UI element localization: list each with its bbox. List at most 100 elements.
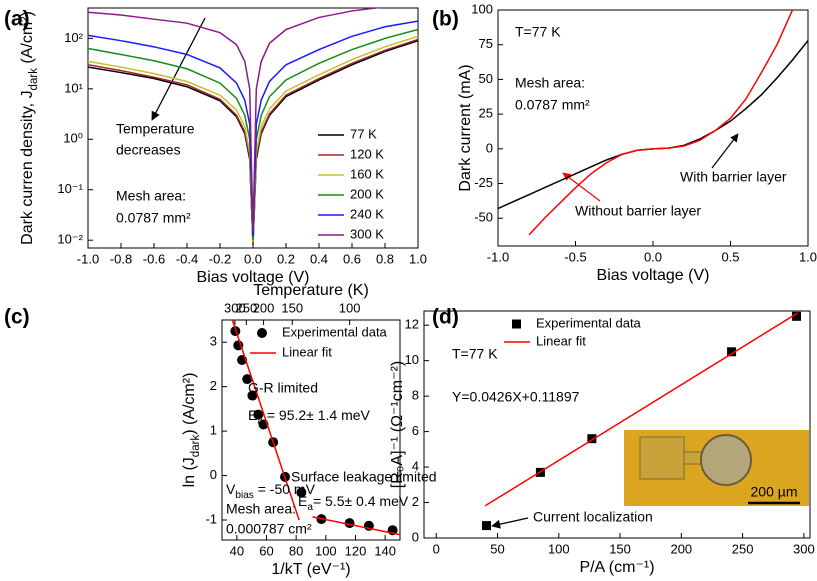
y-axis-label-part: ) (A/cm²) xyxy=(181,373,198,435)
y-axis-label-part: ln (J xyxy=(181,457,198,487)
y-axis-label-part: dark xyxy=(190,435,202,458)
annotation: Temperature xyxy=(116,121,195,137)
legend-label: 160 K xyxy=(350,166,384,181)
series-line xyxy=(88,35,418,243)
legend-label: 200 K xyxy=(350,186,384,201)
annotation-part: a xyxy=(257,416,263,427)
y-tick-label: 100 xyxy=(471,1,493,16)
x-tick-label: 250 xyxy=(732,541,754,556)
y-tick-label: 8 xyxy=(412,388,419,403)
annotation: T=77 K xyxy=(515,24,561,40)
marker xyxy=(242,374,253,385)
arrow xyxy=(151,17,206,121)
x2-tick-label: 250 xyxy=(236,300,258,315)
legend-marker xyxy=(257,328,267,338)
series-label: Without barrier layer xyxy=(575,203,701,219)
x-axis-label: P/A (cm⁻¹) xyxy=(579,559,654,576)
x-axis-label: Bias voltage (V) xyxy=(197,269,310,286)
annotation: Current localization xyxy=(533,509,653,525)
x-tick-label: -1.0 xyxy=(77,251,99,266)
x-tick-label: 120 xyxy=(345,543,367,558)
y-tick-label: 50 xyxy=(479,71,493,86)
y-tick-label: 0 xyxy=(210,467,217,482)
y-axis-label-part: Dark curren density, J xyxy=(19,90,36,244)
plot-frame xyxy=(221,319,401,541)
marker xyxy=(481,521,491,531)
annotation-part: V xyxy=(226,481,236,497)
annotation: Mesh area: xyxy=(116,188,186,204)
legend-label: 300 K xyxy=(350,226,384,241)
y-tick-label: 10⁰ xyxy=(63,131,83,146)
legend-label: Linear fit xyxy=(282,344,332,359)
legend-marker xyxy=(512,319,521,329)
x-tick-label: 0.6 xyxy=(343,251,361,266)
x2-tick-label: 200 xyxy=(253,300,275,315)
y-tick-label: 10⁻¹ xyxy=(57,181,83,196)
x-tick-label: 0.4 xyxy=(310,251,328,266)
y-axis-label-part: [R₀A]⁻¹ (Ω⁻¹cm⁻²) xyxy=(389,361,406,488)
x-tick-label: -0.8 xyxy=(110,251,132,266)
y-tick-label: 10 xyxy=(405,352,419,367)
arrow xyxy=(562,172,601,202)
x-tick-label: -0.6 xyxy=(143,251,165,266)
marker xyxy=(247,390,258,401)
series-label: With barrier layer xyxy=(680,169,787,185)
annotation: 200 µm xyxy=(751,484,798,500)
x-tick-label: -0.2 xyxy=(209,251,231,266)
x-tick-label: 140 xyxy=(374,543,396,558)
annotation: 0.0787 mm² xyxy=(116,210,191,226)
y-tick-label: 0 xyxy=(412,529,419,544)
y-tick-label: 4 xyxy=(412,459,419,474)
annotation: Surface leakage limited xyxy=(291,469,437,485)
series-line xyxy=(528,10,794,236)
x-tick-label: 0.2 xyxy=(277,251,295,266)
x2-tick-label: 100 xyxy=(339,300,361,315)
y-tick-label: 12 xyxy=(405,317,419,332)
panel-label: (b) xyxy=(432,8,459,31)
x-tick-label: -0.4 xyxy=(176,251,198,266)
x2-axis-label: Temperature (K) xyxy=(253,282,369,299)
y-tick-label: 0 xyxy=(486,140,493,155)
x-tick-label: 0 xyxy=(433,541,440,556)
x-tick-label: -0.5 xyxy=(564,249,586,264)
y-tick-label: 10⁻² xyxy=(57,232,83,247)
legend-label: Experimental data xyxy=(536,315,642,330)
x-tick-label: 1.0 xyxy=(799,249,817,264)
annotation: Y=0.0426X+0.11897 xyxy=(452,389,580,405)
annotation-part: E xyxy=(298,493,307,509)
inset-image xyxy=(624,430,809,506)
y-axis-label: Dark curren density, Jdark (A/cm²) xyxy=(19,11,40,245)
annotation: Vbias = -50 mV xyxy=(226,481,316,501)
annotation: decreases xyxy=(116,142,181,158)
x-tick-label: 60 xyxy=(259,543,273,558)
x-tick-label: -1.0 xyxy=(487,249,509,264)
legend-label: Experimental data xyxy=(282,324,388,339)
panel-label: (c) xyxy=(4,306,30,329)
x-tick-label: 0.5 xyxy=(721,249,739,264)
annotation: Ea = 95.2± 1.4 meV xyxy=(248,407,371,427)
annotation: Mesh area: xyxy=(515,75,585,91)
y-axis-label: [R₀A]⁻¹ (Ω⁻¹cm⁻²) xyxy=(389,361,406,488)
x-tick-label: 1.0 xyxy=(409,251,427,266)
x-tick-label: 50 xyxy=(490,541,504,556)
marker xyxy=(253,409,264,420)
x2-tick-label: 300 xyxy=(224,300,246,315)
y-tick-label: 75 xyxy=(479,36,493,51)
y-axis-label-part: (A/cm²) xyxy=(19,11,36,68)
y-axis-label: ln (Jdark) (A/cm²) xyxy=(181,373,202,488)
annotation-part: E xyxy=(248,407,257,423)
y-tick-label: -50 xyxy=(474,210,493,225)
series-line xyxy=(484,312,799,507)
annotation-part: bias xyxy=(235,490,254,501)
x-tick-label: 100 xyxy=(548,541,570,556)
legend-label: Linear fit xyxy=(536,333,586,348)
series-line xyxy=(88,38,418,246)
series-line xyxy=(88,28,418,241)
annotation-part: = -50 mV xyxy=(254,481,316,497)
annotation-part: = 5.5± 0.4 meV xyxy=(313,493,409,509)
annotation: T=77 K xyxy=(452,346,498,362)
arrow xyxy=(711,133,739,169)
marker xyxy=(296,487,307,498)
y-tick-label: 10² xyxy=(64,30,83,45)
y-tick-label: 3 xyxy=(210,334,217,349)
